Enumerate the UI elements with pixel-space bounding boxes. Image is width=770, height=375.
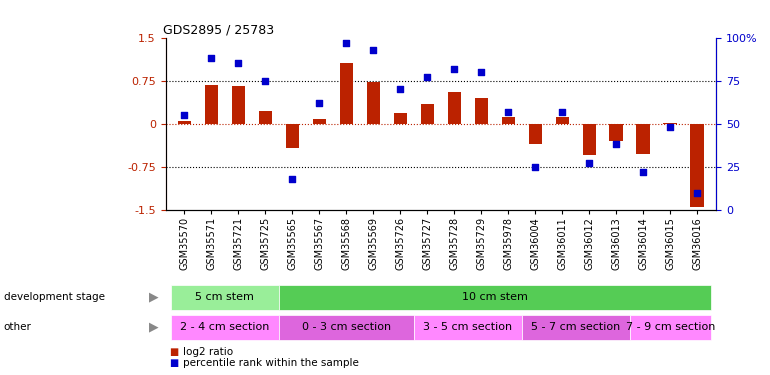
Text: development stage: development stage [4,292,105,302]
Point [529,164,541,170]
Point [286,176,299,182]
Text: ■: ■ [169,346,179,357]
Bar [474,98,488,124]
Bar [340,63,353,124]
Bar [171,315,279,340]
Bar [205,85,218,124]
Bar [691,124,704,207]
Text: percentile rank within the sample: percentile rank within the sample [183,358,359,368]
Text: log2 ratio: log2 ratio [183,346,233,357]
Bar [286,124,299,148]
Text: GDS2895 / 25783: GDS2895 / 25783 [162,23,274,36]
Point [583,160,595,166]
Point [556,109,568,115]
Bar [313,119,326,124]
Bar [279,315,413,340]
Text: ■: ■ [169,358,179,368]
Bar [279,285,711,310]
Point [610,141,622,147]
Text: 3 - 5 cm section: 3 - 5 cm section [424,322,512,332]
Bar [664,123,677,124]
Bar [630,315,711,340]
Point [691,190,703,196]
Point [394,86,407,92]
Text: 5 cm stem: 5 cm stem [196,292,254,302]
Point [340,40,353,46]
Bar [178,121,191,124]
Bar [583,124,596,155]
Bar [420,104,434,124]
Point [664,124,676,130]
Point [475,69,487,75]
Point [313,100,326,106]
Point [448,66,460,72]
Point [179,112,191,118]
Text: ▶: ▶ [149,291,159,304]
Point [367,46,380,53]
Bar [171,285,279,310]
Bar [610,124,623,141]
Text: 5 - 7 cm section: 5 - 7 cm section [531,322,621,332]
Point [421,74,434,80]
Bar [528,124,542,144]
Text: 7 - 9 cm section: 7 - 9 cm section [625,322,715,332]
Bar [637,124,650,154]
Text: 0 - 3 cm section: 0 - 3 cm section [302,322,391,332]
Bar [501,117,515,124]
Bar [232,86,245,124]
Text: ▶: ▶ [149,321,159,334]
Point [206,55,218,61]
Point [502,109,514,115]
Text: 10 cm stem: 10 cm stem [462,292,527,302]
Bar [522,315,630,340]
Point [233,60,245,66]
Point [637,169,649,175]
Bar [447,92,461,124]
Text: other: other [4,322,32,332]
Bar [393,113,407,124]
Point [259,78,272,84]
Bar [259,111,272,124]
Bar [367,82,380,124]
Bar [413,315,522,340]
Text: 2 - 4 cm section: 2 - 4 cm section [180,322,270,332]
Bar [555,117,569,124]
